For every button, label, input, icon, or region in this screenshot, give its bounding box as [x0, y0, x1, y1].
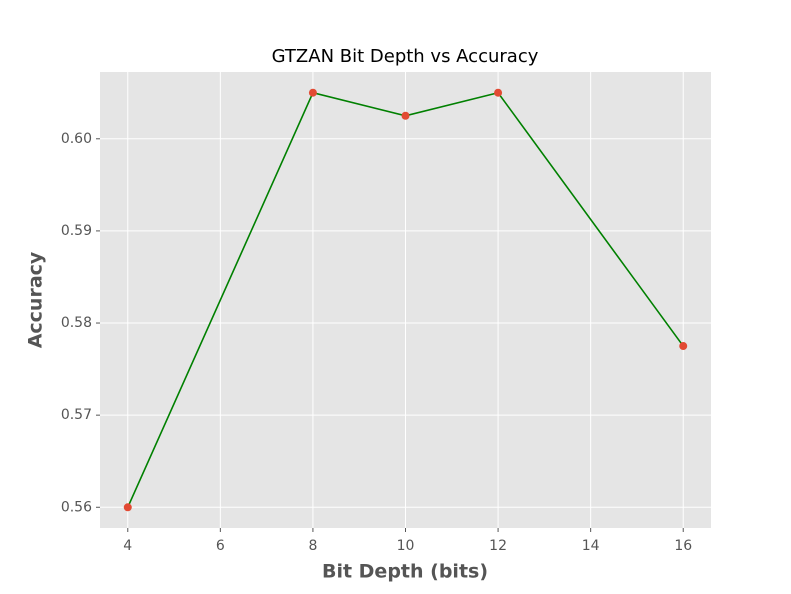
y-tick-label: 0.56 [61, 499, 92, 515]
point [679, 342, 688, 351]
point [308, 88, 317, 97]
x-tick-label: 6 [216, 538, 225, 554]
x-tick-label: 12 [489, 538, 507, 554]
point [401, 111, 410, 120]
x-tick-label: 4 [123, 538, 132, 554]
point [123, 503, 132, 512]
y-axis-label: Accuracy [25, 251, 47, 348]
chart-title: GTZAN Bit Depth vs Accuracy [272, 46, 539, 67]
x-axis-label: Bit Depth (bits) [322, 561, 488, 583]
x-tick-label: 10 [397, 538, 415, 554]
y-tick-label: 0.57 [61, 407, 92, 423]
y-tick-label: 0.60 [61, 131, 92, 147]
x-tick-label: 16 [674, 538, 692, 554]
x-tick-label: 14 [582, 538, 600, 554]
y-tick-label: 0.58 [61, 315, 92, 331]
point [494, 88, 503, 97]
y-tick-label: 0.59 [61, 223, 92, 239]
x-tick-label: 8 [308, 538, 317, 554]
